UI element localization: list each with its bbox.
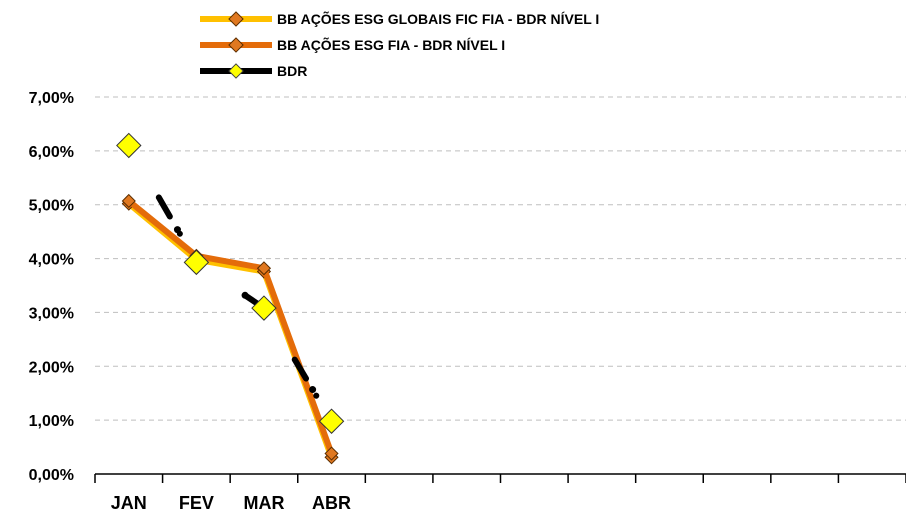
y-tick-label: 2,00%	[29, 359, 74, 376]
y-tick-label: 4,00%	[29, 252, 74, 269]
series-line	[126, 198, 335, 455]
x-axis-labels: JAN FEV MAR ABR	[111, 493, 351, 513]
x-tick-label: JAN	[111, 493, 147, 513]
legend-label-series-3: BDR	[277, 63, 307, 79]
x-tick-label: ABR	[312, 493, 351, 513]
series-1	[121, 196, 339, 465]
series-line-dot	[309, 386, 317, 394]
legend-marker-series-1	[228, 11, 244, 27]
x-tick-label: MAR	[243, 493, 284, 513]
gridlines	[95, 96, 906, 421]
y-tick-label: 7,00%	[29, 90, 74, 107]
legend-marker-series-3	[228, 63, 244, 79]
legend-item-series-2: BB AÇÕES ESG FIA - BDR NÍVEL I	[200, 36, 505, 53]
x-tick-label: FEV	[179, 493, 214, 513]
series-line-segment	[193, 259, 267, 312]
y-tick-label: 5,00%	[29, 198, 74, 215]
data-point-marker	[116, 132, 142, 159]
x-axis	[94, 473, 906, 483]
y-axis-labels: 0,00% 1,00% 2,00% 3,00% 4,00% 5,00% 6,00% 7,00%	[29, 90, 74, 484]
series-layer	[116, 132, 345, 465]
series-line-segment	[260, 305, 335, 425]
series-line-dot	[241, 291, 249, 299]
legend: BB AÇÕES ESG GLOBAIS FIC FIA - BDR NÍVEL…	[200, 10, 599, 79]
legend-label-series-1: BB AÇÕES ESG GLOBAIS FIC FIA - BDR NÍVEL…	[277, 10, 599, 27]
data-point-marker	[251, 295, 277, 321]
y-tick-label: 6,00%	[29, 144, 74, 161]
data-point-marker	[183, 249, 210, 276]
y-tick-label: 0,00%	[29, 467, 74, 484]
legend-label-series-2: BB AÇÕES ESG FIA - BDR NÍVEL I	[277, 36, 505, 53]
series-line	[126, 201, 335, 459]
data-point-marker	[256, 261, 272, 276]
legend-marker-series-2	[228, 37, 244, 53]
legend-item-series-3: BDR	[200, 63, 307, 79]
legend-item-series-1: BB AÇÕES ESG GLOBAIS FIC FIA - BDR NÍVEL…	[200, 10, 599, 27]
y-tick-label: 1,00%	[29, 413, 74, 430]
y-tick-label: 3,00%	[29, 305, 74, 322]
series-3	[116, 132, 345, 434]
data-point-marker	[121, 193, 136, 209]
data-point-marker	[324, 446, 339, 461]
series-line-dot	[173, 226, 181, 234]
series-line-segment	[125, 142, 200, 266]
data-point-marker	[318, 408, 345, 434]
